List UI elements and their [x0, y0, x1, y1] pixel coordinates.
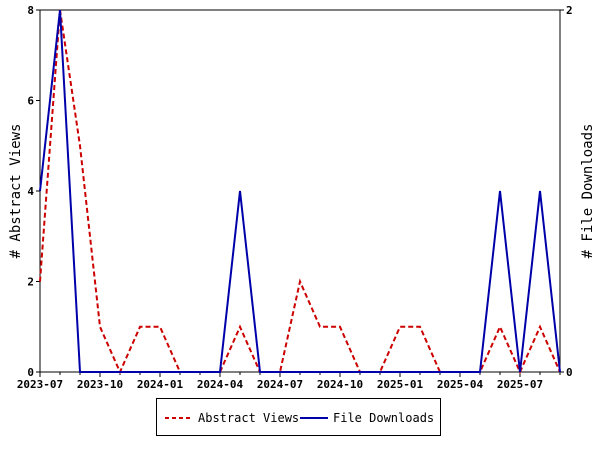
- legend-item-abstract-views: Abstract Views: [165, 410, 299, 426]
- x-tick-label: 2024-10: [317, 378, 363, 391]
- x-tick-label: 2024-07: [257, 378, 303, 391]
- y-right-tick-label: 2: [566, 4, 573, 17]
- y-right-tick-label: 0: [566, 366, 573, 379]
- legend-swatch-abstract-views: [165, 417, 193, 419]
- legend-swatch-file-downloads: [300, 417, 328, 419]
- legend: Abstract Views File Downloads: [156, 398, 441, 436]
- x-tick-label: 2023-07: [17, 378, 63, 391]
- series-line-abstract-views: [39, 9, 561, 375]
- plot-frame: [39, 9, 561, 373]
- y-left-tick-label: 8: [27, 4, 34, 17]
- legend-item-file-downloads: File Downloads: [300, 410, 434, 426]
- series-line-file-downloads: [39, 9, 561, 373]
- y-left-tick-label: 6: [27, 95, 34, 108]
- legend-label-abstract-views: Abstract Views: [198, 411, 300, 425]
- y-left-tick-label: 2: [27, 276, 34, 289]
- x-tick-label: 2025-04: [437, 378, 484, 391]
- plot-area: 0 2 4 6 8 0 2 2023-07 2023-10 2024-01 2024-04 2024-…: [8, 4, 596, 391]
- y-left-tick-label: 4: [27, 185, 34, 198]
- x-tick-label: 2024-04: [197, 378, 244, 391]
- x-tick-label: 2023-10: [77, 378, 123, 391]
- y-right-axis-title: # File Downloads: [580, 124, 596, 259]
- x-tick-label: 2025-07: [497, 378, 543, 391]
- legend-label-file-downloads: File Downloads: [333, 411, 435, 425]
- y-left-axis-title: # Abstract Views: [8, 124, 24, 259]
- y-left-tick-label: 0: [27, 366, 34, 379]
- x-tick-label: 2025-01: [377, 378, 424, 391]
- x-tick-label: 2024-01: [137, 378, 184, 391]
